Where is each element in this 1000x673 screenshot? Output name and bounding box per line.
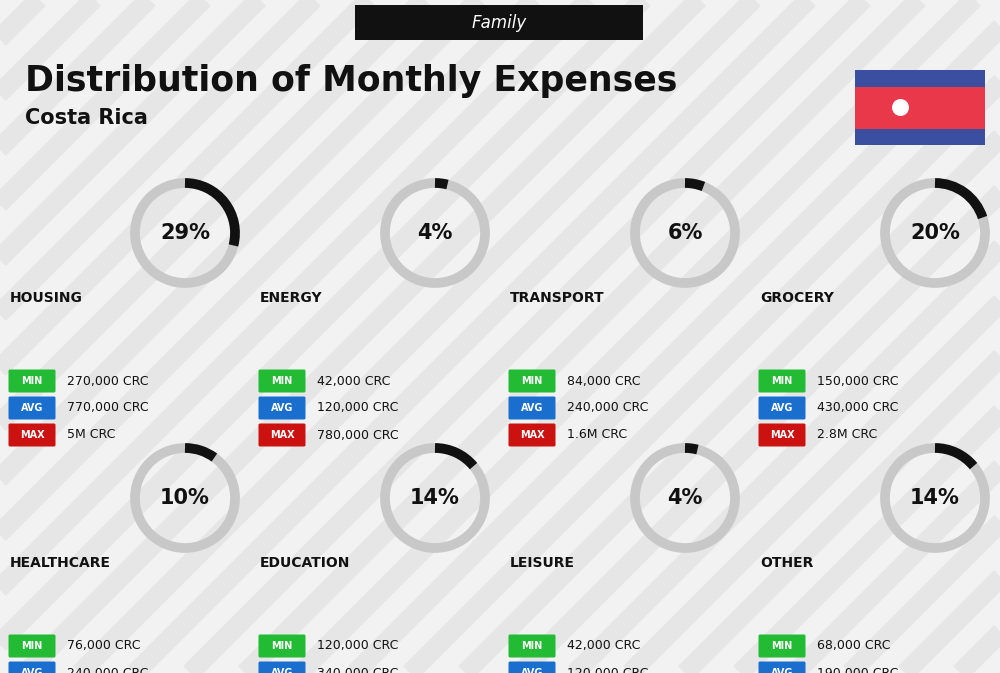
- Text: MIN: MIN: [21, 641, 43, 651]
- Text: AVG: AVG: [271, 668, 293, 673]
- Text: Distribution of Monthly Expenses: Distribution of Monthly Expenses: [25, 64, 677, 98]
- FancyBboxPatch shape: [9, 369, 56, 392]
- Text: AVG: AVG: [771, 403, 793, 413]
- Text: EDUCATION: EDUCATION: [260, 556, 350, 570]
- Text: 68,000 CRC: 68,000 CRC: [817, 639, 891, 653]
- Text: MIN: MIN: [271, 376, 293, 386]
- Text: 1.6M CRC: 1.6M CRC: [567, 429, 627, 441]
- Text: 5M CRC: 5M CRC: [67, 429, 115, 441]
- Text: AVG: AVG: [21, 668, 43, 673]
- FancyBboxPatch shape: [258, 396, 306, 419]
- Text: TRANSPORT: TRANSPORT: [510, 291, 605, 305]
- Text: 780,000 CRC: 780,000 CRC: [317, 429, 399, 441]
- Text: GROCERY: GROCERY: [760, 291, 834, 305]
- FancyBboxPatch shape: [855, 70, 985, 87]
- FancyBboxPatch shape: [509, 662, 556, 673]
- Text: AVG: AVG: [21, 403, 43, 413]
- Text: ENERGY: ENERGY: [260, 291, 323, 305]
- FancyBboxPatch shape: [759, 369, 806, 392]
- Text: 4%: 4%: [417, 223, 453, 243]
- Text: Costa Rica: Costa Rica: [25, 108, 148, 128]
- Text: MIN: MIN: [771, 641, 793, 651]
- Text: 14%: 14%: [410, 488, 460, 508]
- Text: MIN: MIN: [771, 376, 793, 386]
- Text: 76,000 CRC: 76,000 CRC: [67, 639, 140, 653]
- FancyBboxPatch shape: [258, 635, 306, 658]
- Text: 14%: 14%: [910, 488, 960, 508]
- Text: 120,000 CRC: 120,000 CRC: [317, 639, 398, 653]
- FancyBboxPatch shape: [509, 635, 556, 658]
- FancyBboxPatch shape: [509, 423, 556, 446]
- FancyBboxPatch shape: [9, 662, 56, 673]
- FancyBboxPatch shape: [509, 396, 556, 419]
- Text: 270,000 CRC: 270,000 CRC: [67, 374, 148, 388]
- Text: AVG: AVG: [521, 403, 543, 413]
- Text: MAX: MAX: [770, 430, 794, 440]
- Text: OTHER: OTHER: [760, 556, 813, 570]
- FancyBboxPatch shape: [9, 635, 56, 658]
- FancyBboxPatch shape: [258, 662, 306, 673]
- Circle shape: [892, 99, 909, 116]
- Text: MAX: MAX: [270, 430, 294, 440]
- FancyBboxPatch shape: [759, 635, 806, 658]
- Text: 120,000 CRC: 120,000 CRC: [317, 402, 398, 415]
- Text: Family: Family: [471, 13, 527, 32]
- Text: MAX: MAX: [20, 430, 44, 440]
- FancyBboxPatch shape: [855, 129, 985, 145]
- Text: AVG: AVG: [771, 668, 793, 673]
- Text: AVG: AVG: [521, 668, 543, 673]
- Text: 4%: 4%: [667, 488, 703, 508]
- Text: 2.8M CRC: 2.8M CRC: [817, 429, 877, 441]
- Text: 430,000 CRC: 430,000 CRC: [817, 402, 898, 415]
- Text: AVG: AVG: [271, 403, 293, 413]
- Text: 42,000 CRC: 42,000 CRC: [317, 374, 390, 388]
- Text: 190,000 CRC: 190,000 CRC: [817, 666, 898, 673]
- FancyBboxPatch shape: [855, 87, 985, 129]
- Text: LEISURE: LEISURE: [510, 556, 575, 570]
- Text: 6%: 6%: [667, 223, 703, 243]
- Text: 42,000 CRC: 42,000 CRC: [567, 639, 640, 653]
- Text: 29%: 29%: [160, 223, 210, 243]
- FancyBboxPatch shape: [258, 423, 306, 446]
- Text: 84,000 CRC: 84,000 CRC: [567, 374, 640, 388]
- FancyBboxPatch shape: [759, 396, 806, 419]
- Text: 150,000 CRC: 150,000 CRC: [817, 374, 899, 388]
- FancyBboxPatch shape: [759, 423, 806, 446]
- FancyBboxPatch shape: [509, 369, 556, 392]
- FancyBboxPatch shape: [759, 662, 806, 673]
- FancyBboxPatch shape: [355, 5, 643, 40]
- Text: 240,000 CRC: 240,000 CRC: [567, 402, 648, 415]
- FancyBboxPatch shape: [9, 396, 56, 419]
- Text: HOUSING: HOUSING: [10, 291, 83, 305]
- Text: MIN: MIN: [21, 376, 43, 386]
- Text: MIN: MIN: [521, 376, 543, 386]
- Text: MIN: MIN: [271, 641, 293, 651]
- Text: 10%: 10%: [160, 488, 210, 508]
- Text: 340,000 CRC: 340,000 CRC: [317, 666, 398, 673]
- Text: 20%: 20%: [910, 223, 960, 243]
- Text: HEALTHCARE: HEALTHCARE: [10, 556, 111, 570]
- Text: MIN: MIN: [521, 641, 543, 651]
- FancyBboxPatch shape: [258, 369, 306, 392]
- FancyBboxPatch shape: [9, 423, 56, 446]
- Text: MAX: MAX: [520, 430, 544, 440]
- Text: 770,000 CRC: 770,000 CRC: [67, 402, 149, 415]
- Text: 240,000 CRC: 240,000 CRC: [67, 666, 148, 673]
- Text: 120,000 CRC: 120,000 CRC: [567, 666, 648, 673]
